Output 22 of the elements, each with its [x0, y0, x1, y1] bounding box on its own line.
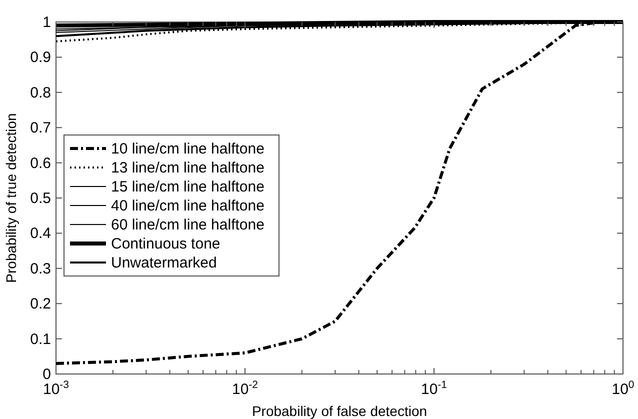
x-tick-label: 10$^{-1}$	[420, 379, 448, 398]
y-tick-label: 0.2	[30, 296, 51, 313]
legend-label: Unwatermarked	[111, 254, 217, 272]
y-tick-label: 0.9	[30, 49, 51, 66]
y-tick-label: 0.5	[30, 190, 51, 207]
y-tick-label: 1	[42, 14, 51, 31]
y-tick-label: 0.6	[30, 154, 51, 172]
legend-label: 40 line/cm line halftone	[111, 198, 264, 214]
legend-label: 15 line/cm line halftone	[111, 178, 264, 196]
x-axis-title: Probability of false detection	[252, 403, 428, 419]
x-tick-label: 10$^{0}$	[612, 379, 634, 398]
legend-label: 10 line/cm line halftone	[111, 140, 264, 158]
y-axis-title: Probability of true detection	[3, 113, 19, 283]
y-tick-label: 0.8	[30, 84, 51, 102]
legend-label: 60 line/cm line halftone	[111, 216, 264, 234]
y-tick-label: 0.7	[30, 120, 51, 137]
y-tick-label: 0.1	[30, 330, 51, 348]
legend-label: Continuous tone	[111, 236, 220, 252]
x-tick-label: 10$^{-2}$	[232, 379, 258, 398]
legend-label: 13 line/cm line halftone	[111, 160, 264, 176]
y-tick-label: 0.4	[30, 225, 51, 242]
y-tick-label: 0.3	[30, 260, 51, 278]
